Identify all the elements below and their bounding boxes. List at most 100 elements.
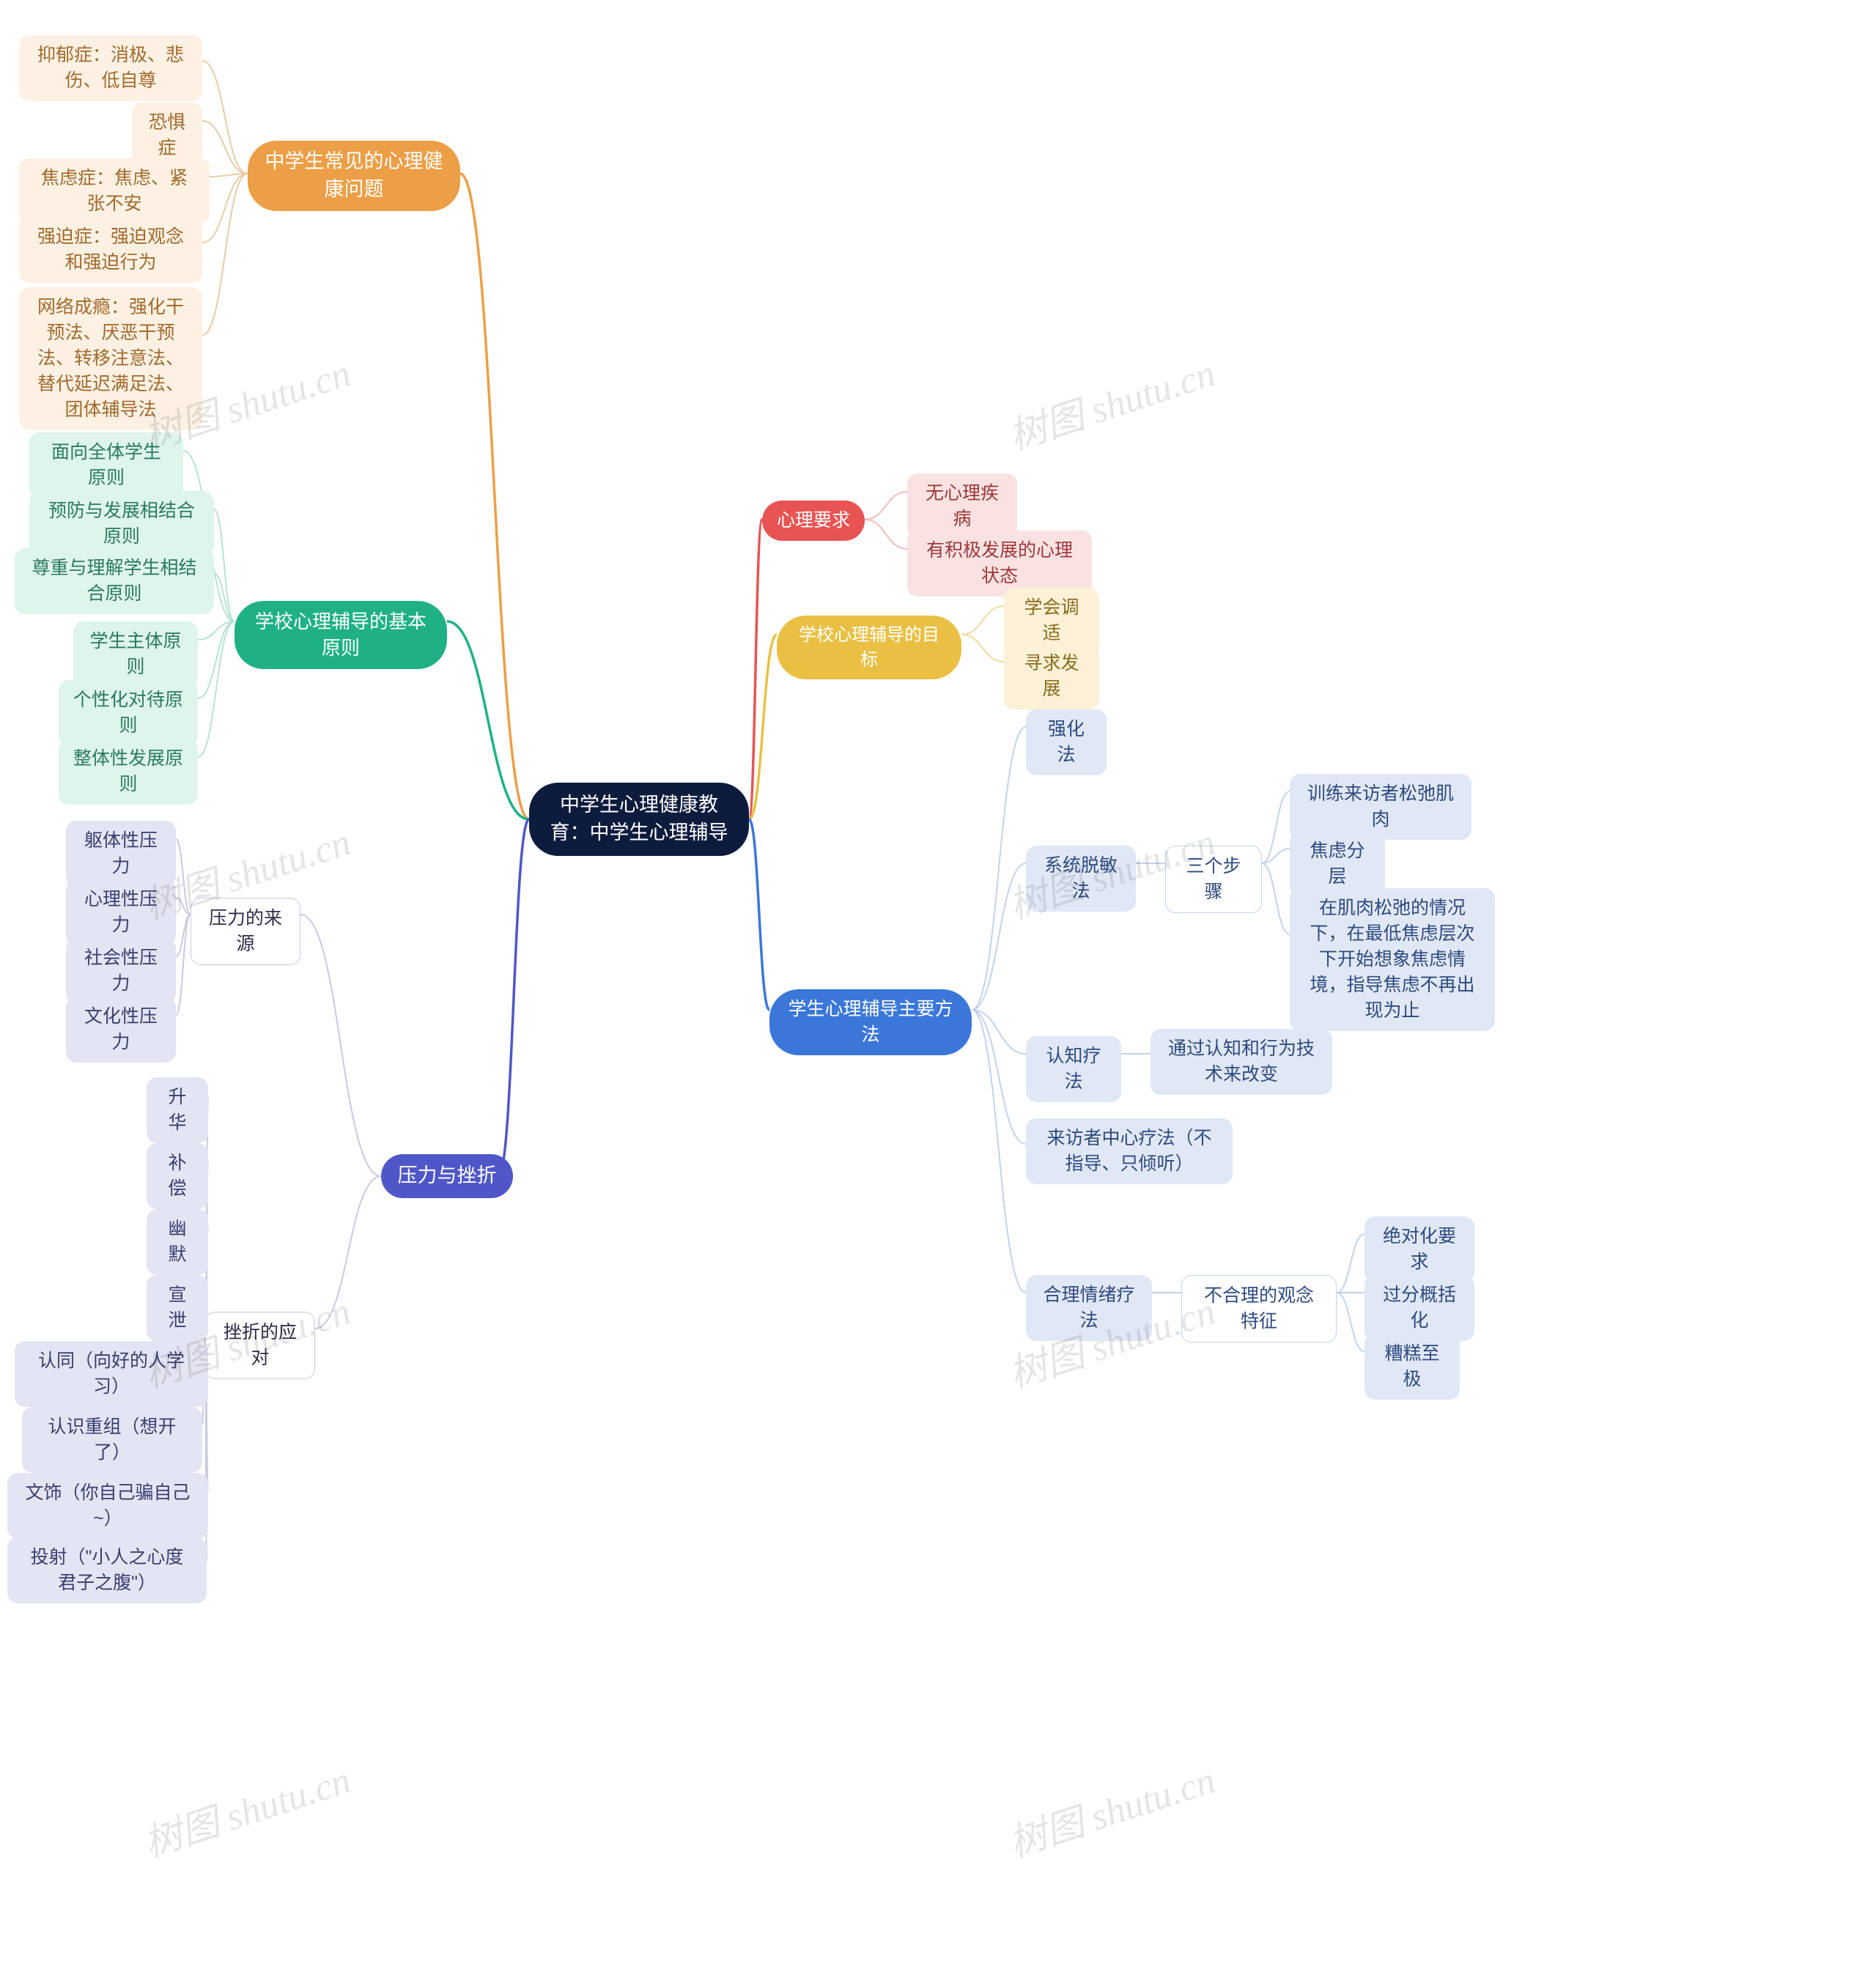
node-label: 文饰（你自己骗自己~）	[22, 1480, 193, 1532]
node-label: 学会调适	[1019, 595, 1085, 646]
node-label: 三个步骤	[1181, 854, 1247, 905]
node-label: 幽默	[161, 1216, 193, 1268]
node-label: 认知疗法	[1041, 1044, 1107, 1095]
node-label: 学生主体原则	[88, 629, 183, 680]
pressure-sub-1: 挫折的应对	[205, 1312, 315, 1379]
node-label: 补偿	[161, 1151, 193, 1202]
node-label: 合理情绪疗法	[1041, 1282, 1137, 1334]
node-label: 心理性压力	[81, 887, 161, 938]
leaf-principles-2: 尊重与理解学生相结合原则	[15, 548, 214, 614]
leaf-requirements-1: 有积极发展的心理状态	[907, 531, 1092, 597]
methods-child-0: 强化法	[1026, 709, 1107, 775]
watermark: 树图 shutu.cn	[136, 1749, 357, 1867]
methods-grand-1-0: 三个步骤	[1165, 846, 1262, 913]
pressure-leaf-1-3: 宣泄	[147, 1275, 208, 1341]
mindmap-canvas: 中学生心理健康教育：中学生心理辅导 中学生常见的心理健康问题 抑郁症：消极、悲伤、低…	[0, 0, 1876, 1972]
leaf-principles-3: 学生主体原则	[73, 621, 198, 687]
methods-leaf-2-0: 通过认知和行为技术来改变	[1151, 1029, 1332, 1095]
pressure-leaf-0-0: 躯体性压力	[66, 821, 176, 887]
node-label: 预防与发展相结合原则	[44, 498, 199, 550]
node-label: 中学生常见的心理健康问题	[262, 148, 446, 204]
leaf-principles-4: 个性化对待原则	[59, 680, 198, 746]
node-label: 系统脱敏法	[1041, 853, 1121, 904]
branch-goals: 学校心理辅导的目标	[777, 616, 961, 679]
node-label: 挫折的应对	[221, 1320, 300, 1371]
node-label: 在肌肉松弛的情况下，在最低焦虑层次下开始想象焦虑情境，指导焦虑不再出现为止	[1304, 895, 1480, 1024]
pressure-leaf-0-2: 社会性压力	[66, 938, 176, 1004]
leaf-problems-4: 网络成瘾：强化干预法、厌恶干预法、转移注意法、替代延迟满足法、团体辅导法	[19, 287, 202, 430]
node-label: 网络成瘾：强化干预法、厌恶干预法、转移注意法、替代延迟满足法、团体辅导法	[34, 295, 188, 423]
node-label: 抑郁症：消极、悲伤、低自尊	[34, 43, 188, 94]
pressure-leaf-1-5: 认识重组（想开了）	[22, 1407, 202, 1473]
node-label: 宣泄	[161, 1282, 193, 1334]
methods-gleaf-4-0-2: 糟糕至极	[1364, 1334, 1460, 1400]
node-label: 学校心理辅导的目标	[791, 623, 947, 672]
node-label: 升华	[161, 1085, 193, 1136]
node-label: 来访者中心疗法（不指导、只倾听）	[1041, 1126, 1218, 1177]
central-node: 中学生心理健康教育：中学生心理辅导	[529, 783, 749, 856]
watermark: 树图 shutu.cn	[1001, 1749, 1222, 1867]
node-label: 躯体性压力	[81, 828, 161, 879]
node-label: 训练来访者松弛肌肉	[1304, 781, 1457, 832]
node-label: 社会性压力	[81, 945, 161, 997]
pressure-sub-0: 压力的来源	[191, 898, 300, 965]
node-label: 中学生心理健康教育：中学生心理辅导	[544, 791, 734, 847]
methods-grand-4-0: 不合理的观念特征	[1181, 1275, 1337, 1343]
methods-child-3: 来访者中心疗法（不指导、只倾听）	[1026, 1118, 1233, 1184]
node-label: 不合理的观念特征	[1197, 1283, 1321, 1334]
methods-child-4: 合理情绪疗法	[1026, 1275, 1152, 1341]
methods-child-1: 系统脱敏法	[1026, 846, 1136, 912]
node-label: 恐惧症	[147, 110, 188, 161]
leaf-problems-0: 抑郁症：消极、悲伤、低自尊	[19, 35, 202, 101]
node-label: 尊重与理解学生相结合原则	[29, 555, 199, 607]
pressure-leaf-1-2: 幽默	[147, 1209, 208, 1275]
node-label: 投射（"小人之心度君子之腹"）	[22, 1545, 192, 1596]
node-label: 学校心理辅导的基本原则	[249, 608, 432, 662]
pressure-leaf-0-1: 心理性压力	[66, 879, 176, 945]
methods-gleaf-1-0-0: 训练来访者松弛肌肉	[1290, 774, 1471, 840]
node-label: 有积极发展的心理状态	[922, 538, 1077, 589]
methods-gleaf-1-0-1: 焦虑分层	[1290, 831, 1385, 897]
node-label: 压力与挫折	[398, 1162, 497, 1190]
node-label: 糟糕至极	[1379, 1341, 1445, 1392]
node-label: 过分概括化	[1379, 1282, 1460, 1334]
node-label: 学生心理辅导主要方法	[784, 997, 957, 1048]
edge-layer	[0, 0, 1876, 1972]
branch-methods: 学生心理辅导主要方法	[769, 989, 972, 1055]
branch-requirements: 心理要求	[762, 501, 865, 541]
node-label: 寻求发展	[1019, 651, 1085, 702]
branch-pressure: 压力与挫折	[381, 1154, 513, 1198]
node-label: 文化性压力	[81, 1004, 161, 1055]
node-label: 绝对化要求	[1379, 1224, 1460, 1275]
pressure-leaf-1-1: 补偿	[147, 1143, 208, 1209]
leaf-requirements-0: 无心理疾病	[907, 473, 1017, 539]
pressure-leaf-1-7: 投射（"小人之心度君子之腹"）	[7, 1537, 207, 1603]
node-label: 心理要求	[777, 508, 850, 533]
node-label: 强迫症：强迫观念和强迫行为	[34, 224, 188, 276]
leaf-problems-3: 强迫症：强迫观念和强迫行为	[19, 217, 202, 283]
watermark: 树图 shutu.cn	[1001, 342, 1222, 460]
methods-child-2: 认知疗法	[1026, 1036, 1121, 1102]
pressure-leaf-1-4: 认同（向好的人学习）	[15, 1341, 208, 1407]
node-label: 压力的来源	[206, 906, 285, 957]
node-label: 焦虑分层	[1304, 838, 1370, 890]
node-label: 认同（向好的人学习）	[29, 1348, 193, 1400]
node-label: 个性化对待原则	[73, 687, 183, 739]
leaf-principles-1: 预防与发展相结合原则	[29, 491, 214, 557]
methods-gleaf-1-0-2: 在肌肉松弛的情况下，在最低焦虑层次下开始想象焦虑情境，指导焦虑不再出现为止	[1290, 888, 1495, 1031]
node-label: 整体性发展原则	[73, 746, 183, 797]
branch-problems: 中学生常见的心理健康问题	[248, 141, 460, 211]
node-label: 焦虑症：焦虑、紧张不安	[34, 166, 195, 217]
node-label: 认识重组（想开了）	[37, 1414, 188, 1466]
leaf-principles-5: 整体性发展原则	[59, 739, 198, 805]
node-label: 面向全体学生原则	[44, 440, 169, 491]
node-label: 无心理疾病	[922, 481, 1002, 532]
pressure-leaf-1-6: 文饰（你自己骗自己~）	[7, 1473, 208, 1539]
methods-gleaf-4-0-0: 绝对化要求	[1364, 1216, 1474, 1282]
leaf-goals-1: 寻求发展	[1004, 643, 1099, 709]
pressure-leaf-0-3: 文化性压力	[66, 997, 176, 1063]
node-label: 通过认知和行为技术来改变	[1165, 1036, 1318, 1087]
node-label: 强化法	[1041, 717, 1092, 768]
leaf-problems-2: 焦虑症：焦虑、紧张不安	[19, 158, 210, 224]
branch-principles: 学校心理辅导的基本原则	[234, 601, 447, 669]
